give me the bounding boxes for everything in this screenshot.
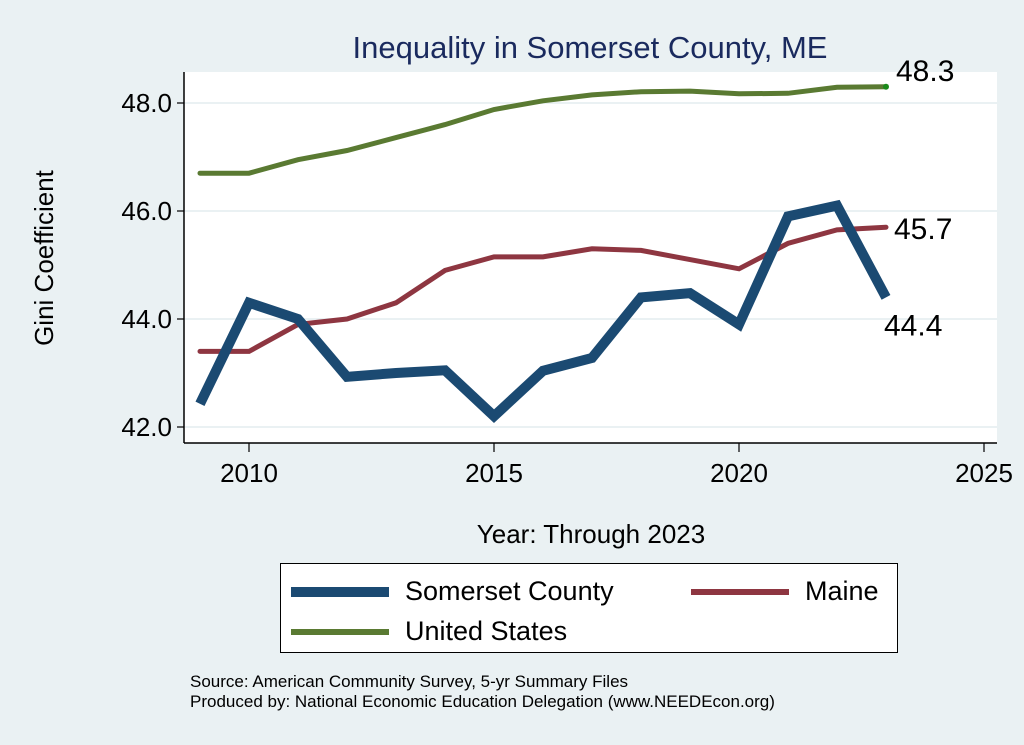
legend-swatch-somerset-county [291, 586, 389, 597]
us-end-marker [883, 83, 889, 90]
y-tick-label: 42.0 [121, 412, 172, 442]
x-axis-title: Year: Through 2023 [477, 519, 705, 549]
legend-item-united-states: United States [291, 616, 567, 647]
x-tick-label: 2020 [710, 458, 768, 488]
legend-label: Somerset County [405, 576, 614, 606]
x-tick-label: 2025 [955, 458, 1013, 488]
y-tick-label: 48.0 [121, 88, 172, 118]
y-tick-label: 46.0 [121, 196, 172, 226]
legend-swatch-united-states [291, 628, 389, 635]
end-label-somerset-county: 44.4 [884, 309, 942, 342]
legend-label: Maine [805, 576, 879, 606]
series-line-somerset-county [195, 199, 891, 424]
legend-item-somerset-county: Somerset County [291, 576, 614, 607]
y-axis-title: Gini Coefficient [29, 169, 59, 346]
series-layer [195, 83, 891, 424]
legend-swatch-maine [691, 588, 789, 595]
producer-note: Produced by: National Economic Education… [190, 692, 775, 711]
grid-lines [184, 102, 997, 428]
axes: 42.0 44.0 46.0 48.0 2010 2015 2020 2025 [121, 72, 1013, 488]
series-line-united-states [197, 84, 889, 176]
x-tick-label: 2010 [220, 458, 278, 488]
legend-label: United States [405, 616, 568, 646]
end-label-maine: 45.7 [894, 213, 952, 246]
end-label-united-states: 48.3 [896, 55, 954, 88]
plot-area [184, 72, 997, 443]
y-tick-label: 44.0 [121, 304, 172, 334]
chart-title: Inequality in Somerset County, ME [353, 30, 828, 65]
x-tick-label: 2015 [465, 458, 523, 488]
legend: Somerset County Maine United States [280, 563, 898, 653]
end-labels: 44.4 45.7 48.3 [884, 55, 954, 343]
legend-item-maine: Maine [691, 576, 879, 607]
source-note: Source: American Community Survey, 5-yr … [190, 672, 629, 691]
